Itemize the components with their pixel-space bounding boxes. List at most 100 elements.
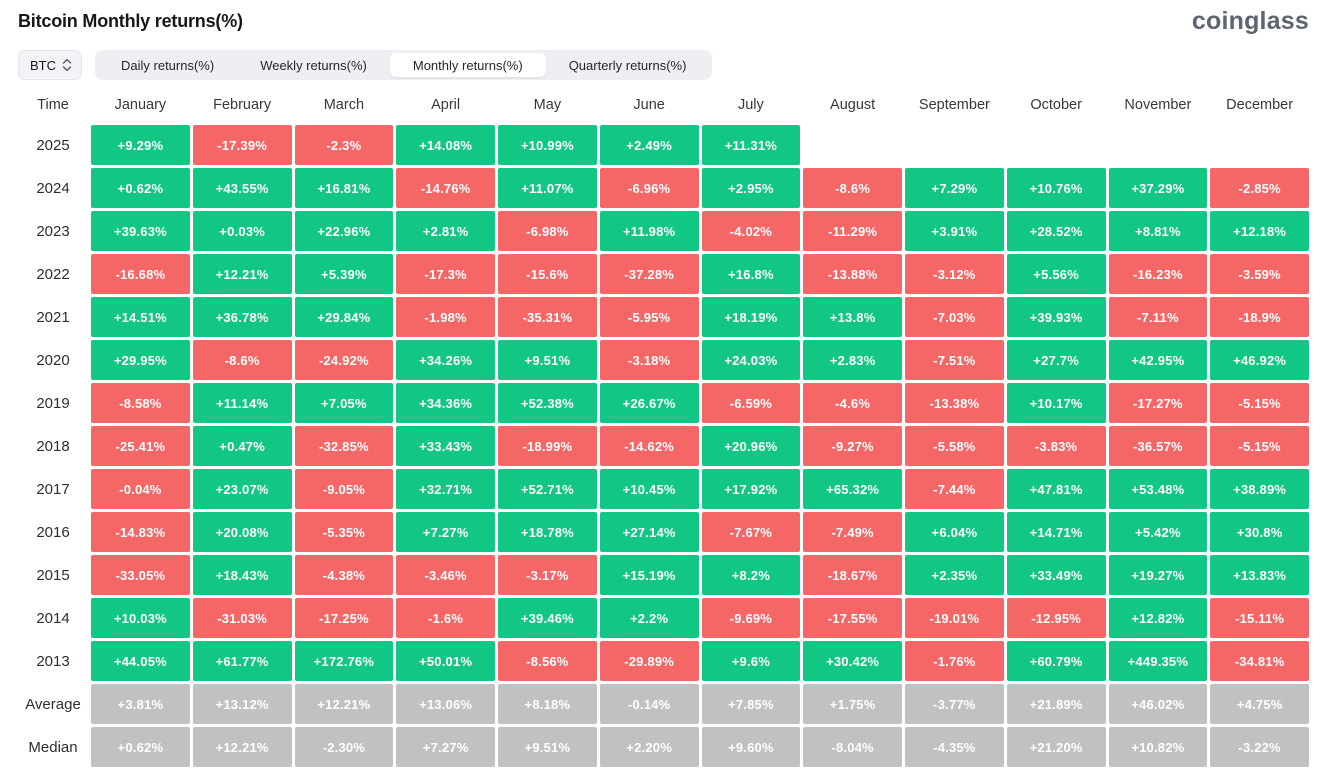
return-cell: +27.14% — [599, 512, 699, 552]
returns-table: Time January February March April May June July… — [18, 90, 1309, 767]
row-label: 2017 — [36, 480, 70, 498]
return-cell: +34.26% — [396, 340, 495, 380]
return-cell: -4.6% — [803, 383, 902, 423]
return-cell: -6.59% — [701, 383, 801, 423]
table-row: 2016 -14.83% +20.08% -5.35% +7.27% +18.78% +27… — [18, 512, 1309, 552]
return-cell: +46.02% — [1108, 684, 1208, 724]
return-cell: +14.71% — [1006, 512, 1106, 552]
return-cell: -5.15% — [1210, 426, 1309, 466]
coin-selector[interactable]: BTC — [18, 50, 82, 80]
return-cell: +22.96% — [294, 211, 394, 251]
toolbar: BTC Daily returns(%) Weekly returns(%) M… — [18, 50, 1309, 80]
return-cell: +13.12% — [192, 684, 292, 724]
return-cell: +43.55% — [192, 168, 292, 208]
return-cell: -9.05% — [294, 469, 394, 509]
return-cell: +46.92% — [1210, 340, 1309, 380]
coin-selector-value: BTC — [30, 57, 56, 73]
return-cell: -18.67% — [803, 555, 902, 595]
column-header: November — [1124, 97, 1192, 113]
return-cell: +52.71% — [498, 469, 597, 509]
return-cell: +39.46% — [498, 598, 597, 638]
row-label: 2025 — [36, 136, 70, 154]
return-cell: +0.47% — [192, 426, 292, 466]
column-header: July — [737, 97, 764, 113]
return-cell: +2.2% — [599, 598, 699, 638]
return-cell: -15.6% — [498, 254, 597, 294]
return-cell: +449.35% — [1108, 641, 1208, 681]
return-cell: -17.3% — [396, 254, 495, 294]
return-cell: +8.81% — [1108, 211, 1208, 251]
row-label: Median — [28, 738, 78, 756]
return-cell: +9.51% — [498, 727, 597, 767]
return-cell: +7.27% — [396, 512, 495, 552]
return-cell: -3.18% — [599, 340, 699, 380]
return-cell: +11.98% — [599, 211, 699, 251]
coinglass-logo[interactable]: coinglass — [1191, 6, 1309, 35]
return-cell: +47.81% — [1006, 469, 1106, 509]
return-cell: -33.05% — [91, 555, 190, 595]
return-cell: +7.05% — [294, 383, 394, 423]
return-cell: -4.02% — [701, 211, 801, 251]
table-row: 2021 +14.51% +36.78% +29.84% -1.98% -35.31% -5… — [18, 297, 1309, 337]
return-cell: +61.77% — [192, 641, 292, 681]
return-cell: -2.3% — [294, 125, 394, 165]
return-cell — [1007, 125, 1106, 165]
return-cell — [1210, 125, 1309, 165]
return-cell: +19.27% — [1108, 555, 1208, 595]
row-label: 2022 — [36, 265, 70, 283]
return-cell: +33.49% — [1006, 555, 1106, 595]
return-cell: -7.51% — [905, 340, 1004, 380]
return-cell: -5.58% — [905, 426, 1004, 466]
return-cell: -5.35% — [294, 512, 394, 552]
return-cell: +9.51% — [498, 340, 597, 380]
return-cell: +33.43% — [396, 426, 495, 466]
return-cell: +9.60% — [701, 727, 801, 767]
tab-daily-returns[interactable]: Daily returns(%) — [121, 57, 215, 73]
tab-quarterly-returns[interactable]: Quarterly returns(%) — [568, 57, 687, 73]
return-cell: +7.27% — [396, 727, 495, 767]
return-cell: -4.38% — [294, 555, 394, 595]
return-cell: +23.07% — [192, 469, 292, 509]
return-cell: -7.44% — [905, 469, 1004, 509]
table-row: 2017 -0.04% +23.07% -9.05% +32.71% +52.71% +10… — [18, 469, 1309, 509]
return-cell: +12.21% — [192, 254, 292, 294]
return-cell: +7.29% — [905, 168, 1004, 208]
return-cell: +18.43% — [192, 555, 292, 595]
column-header: April — [431, 97, 461, 113]
return-cell: -7.67% — [701, 512, 801, 552]
return-cell: -8.6% — [192, 340, 292, 380]
return-cell: -14.76% — [396, 168, 495, 208]
return-cell: -16.23% — [1108, 254, 1208, 294]
column-header: Time — [37, 97, 69, 113]
return-cell: -17.39% — [192, 125, 292, 165]
tab-weekly-returns[interactable]: Weekly returns(%) — [260, 57, 367, 73]
row-label: 2019 — [36, 394, 70, 412]
return-cell: -2.85% — [1210, 168, 1309, 208]
return-cell: +11.31% — [701, 125, 801, 165]
return-cell: +16.81% — [294, 168, 394, 208]
return-cell: -8.56% — [498, 641, 597, 681]
table-row: Median +0.62% +12.21% -2.30% +7.27% +9.51% +2.… — [18, 727, 1309, 767]
column-header: January — [114, 97, 167, 113]
return-cell: +18.19% — [701, 297, 801, 337]
return-cell: -5.15% — [1210, 383, 1309, 423]
return-cell: -7.03% — [905, 297, 1004, 337]
tab-monthly-returns[interactable]: Monthly returns(%) — [389, 53, 546, 77]
return-cell: +21.89% — [1006, 684, 1106, 724]
return-cell: +5.39% — [294, 254, 394, 294]
return-cell: -29.89% — [599, 641, 699, 681]
return-cell: -17.25% — [294, 598, 394, 638]
row-label: 2023 — [36, 222, 70, 240]
return-cell: +18.78% — [498, 512, 597, 552]
return-cell: +39.93% — [1006, 297, 1106, 337]
return-cell: -14.83% — [91, 512, 190, 552]
return-cell: +5.56% — [1006, 254, 1106, 294]
return-cell: +10.82% — [1108, 727, 1208, 767]
return-cell: +65.32% — [803, 469, 902, 509]
return-cell: -8.6% — [803, 168, 902, 208]
return-cell: +13.06% — [396, 684, 495, 724]
return-cell: -18.9% — [1210, 297, 1309, 337]
table-row: 2019 -8.58% +11.14% +7.05% +34.36% +52.38% +26… — [18, 383, 1309, 423]
row-label: 2024 — [36, 179, 70, 197]
return-cell: -3.46% — [396, 555, 495, 595]
